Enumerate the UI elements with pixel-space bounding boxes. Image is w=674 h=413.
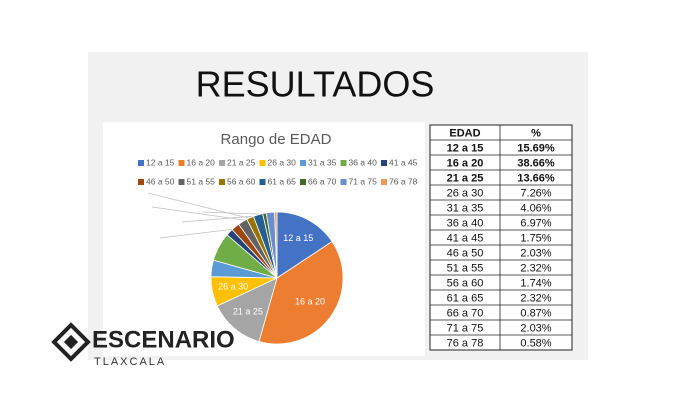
table-cell: 71 a 75 <box>447 322 484 334</box>
legend-swatch <box>219 160 225 166</box>
table-cell: 61 a 65 <box>447 292 484 304</box>
table-cell: 2.03% <box>520 247 551 259</box>
slice-label: 21 a 25 <box>233 307 263 317</box>
legend-label: 31 a 35 <box>308 157 337 167</box>
legend-label: 16 a 20 <box>187 157 216 167</box>
table-cell: 13.66% <box>517 172 555 184</box>
table-cell: 56 a 60 <box>447 277 484 289</box>
legend-label: 36 a 40 <box>349 157 378 167</box>
table-cell: 1.75% <box>520 232 551 244</box>
table-cell: 76 a 78 <box>447 337 484 349</box>
table-cell: 66 a 70 <box>447 307 484 319</box>
table-cell: 15.69% <box>517 142 555 154</box>
table-cell: 0.58% <box>520 337 551 349</box>
leader-lines <box>147 192 260 239</box>
legend-swatch <box>259 160 266 166</box>
legend-swatch <box>178 160 185 166</box>
legend-label: 12 a 15 <box>146 157 175 167</box>
table-cell: 2.03% <box>520 322 551 334</box>
pie-slice <box>258 241 344 345</box>
legend-swatch <box>219 179 225 185</box>
legend-swatch <box>340 179 347 185</box>
table-header: % <box>531 127 541 139</box>
legend-label: 56 a 60 <box>227 176 256 186</box>
pie-slice <box>274 211 278 279</box>
logo-name: ESCENARIO <box>92 326 235 353</box>
legend-label: 76 a 78 <box>389 176 418 186</box>
table-cell: 46 a 50 <box>447 247 484 259</box>
legend-swatch <box>178 179 185 185</box>
legend-label: 26 a 30 <box>268 157 297 167</box>
table-cell: 38.66% <box>517 157 555 169</box>
table-cell: 0.87% <box>520 307 551 319</box>
table-cell: 2.32% <box>520 262 551 274</box>
table-cell: 36 a 40 <box>447 217 484 229</box>
legend-label: 66 a 70 <box>308 176 337 186</box>
legend-label: 61 a 65 <box>268 176 297 186</box>
table-header: EDAD <box>449 127 480 139</box>
pie-slice <box>216 277 278 343</box>
legend-swatch <box>300 179 306 185</box>
slice-label: 26 a 30 <box>218 282 248 292</box>
legend-swatch <box>300 160 306 166</box>
chart-title: Rango de EDAD <box>221 131 332 148</box>
logo-icon <box>51 322 91 362</box>
legend-swatch <box>138 160 144 166</box>
table-cell: 4.06% <box>520 202 551 214</box>
pie-slice <box>276 211 333 279</box>
legend-swatch <box>259 179 266 185</box>
table-cell: 1.74% <box>520 277 551 289</box>
table-cell: 41 a 45 <box>447 232 484 244</box>
legend-label: 21 a 25 <box>227 157 256 167</box>
table-cell: 16 a 20 <box>447 157 484 169</box>
legend-swatch <box>381 160 387 166</box>
legend-swatch <box>381 179 387 185</box>
logo: ESCENARIO TLAXCALA <box>51 322 235 368</box>
legend-label: 41 a 45 <box>389 157 418 167</box>
table-cell: 6.97% <box>520 217 551 229</box>
heading: RESULTADOS <box>196 64 435 105</box>
table-cell: 2.32% <box>520 292 551 304</box>
legend-label: 51 a 55 <box>187 176 216 186</box>
table-cell: 7.26% <box>520 187 551 199</box>
table-cell: 51 a 55 <box>447 262 484 274</box>
legend-swatch <box>138 179 144 185</box>
table-cell: 21 a 25 <box>447 172 484 184</box>
slice-label: 12 a 15 <box>283 233 313 243</box>
legend-label: 46 a 50 <box>146 176 175 186</box>
table-cell: 31 a 35 <box>447 202 484 214</box>
table-cell: 12 a 15 <box>447 142 484 154</box>
legend-label: 71 a 75 <box>349 176 378 186</box>
table-bg <box>429 124 573 351</box>
slice-label: 16 a 20 <box>295 297 325 307</box>
table-cell: 26 a 30 <box>447 187 484 199</box>
logo-subtitle: TLAXCALA <box>94 356 166 368</box>
legend-swatch <box>340 160 347 166</box>
